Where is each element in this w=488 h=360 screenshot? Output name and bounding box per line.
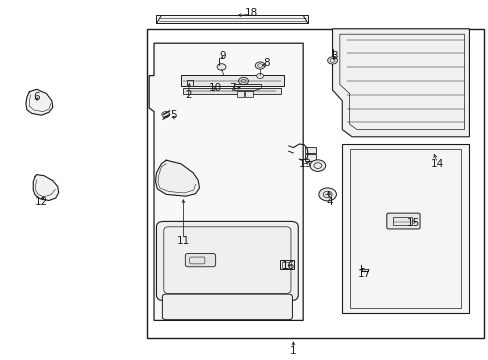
Text: 17: 17: [357, 269, 370, 279]
Text: 6: 6: [33, 92, 40, 102]
Bar: [245, 91, 252, 97]
Bar: [156, 15, 307, 23]
Text: 2: 2: [184, 90, 191, 100]
FancyBboxPatch shape: [386, 213, 419, 229]
Bar: [305, 154, 315, 161]
Polygon shape: [26, 89, 53, 115]
Polygon shape: [155, 160, 199, 196]
Text: 3: 3: [331, 51, 338, 61]
Bar: [236, 91, 244, 97]
Polygon shape: [33, 175, 59, 201]
Circle shape: [162, 112, 169, 117]
Text: 12: 12: [35, 197, 48, 207]
Bar: [349, 149, 460, 308]
Bar: [181, 75, 283, 86]
Text: 1: 1: [289, 346, 296, 356]
Text: 15: 15: [406, 218, 419, 228]
FancyBboxPatch shape: [156, 221, 298, 301]
Polygon shape: [342, 144, 468, 313]
Bar: [146, 29, 483, 338]
Circle shape: [309, 160, 325, 171]
Circle shape: [217, 64, 225, 70]
Circle shape: [318, 188, 336, 201]
Text: 18: 18: [244, 8, 258, 18]
Bar: [279, 260, 294, 269]
Bar: [186, 80, 193, 86]
Text: 9: 9: [219, 51, 225, 61]
Text: 4: 4: [326, 197, 333, 207]
Bar: [392, 217, 411, 225]
Text: 13: 13: [298, 159, 312, 169]
Text: 7: 7: [228, 83, 235, 93]
Bar: [183, 88, 281, 94]
Polygon shape: [149, 43, 303, 320]
Text: 14: 14: [430, 159, 444, 169]
Polygon shape: [332, 29, 468, 137]
FancyBboxPatch shape: [185, 253, 215, 267]
Circle shape: [327, 57, 337, 64]
Circle shape: [238, 77, 248, 85]
FancyBboxPatch shape: [162, 294, 292, 320]
Text: 5: 5: [170, 110, 177, 120]
Bar: [281, 262, 291, 268]
Circle shape: [255, 62, 264, 69]
Text: 16: 16: [281, 261, 295, 271]
Text: 10: 10: [208, 83, 221, 93]
Bar: [305, 147, 315, 153]
Text: 11: 11: [176, 236, 190, 246]
Circle shape: [256, 73, 263, 78]
Text: 8: 8: [263, 58, 269, 68]
